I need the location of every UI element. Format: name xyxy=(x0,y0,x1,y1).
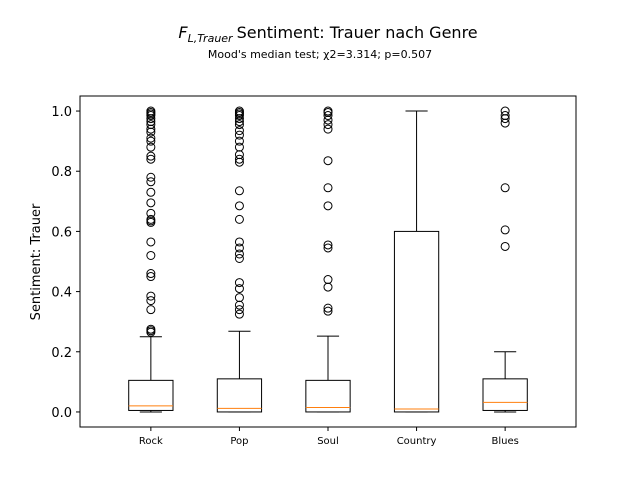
outlier-point xyxy=(234,214,244,224)
y-tick-label: 0.8 xyxy=(51,165,72,180)
outlier-point xyxy=(234,130,244,140)
title-subscript: L,Trauer xyxy=(188,32,234,45)
outlier-point xyxy=(323,156,333,166)
outlier-point xyxy=(323,106,333,116)
outlier-point xyxy=(234,150,244,160)
outlier-point xyxy=(146,136,156,146)
outlier-point xyxy=(146,272,156,282)
outlier-point xyxy=(323,282,333,292)
box xyxy=(482,378,528,411)
outlier-point xyxy=(234,154,244,164)
title-symbol: F xyxy=(178,23,188,42)
outlier-point xyxy=(323,120,333,130)
outlier-point xyxy=(234,136,244,146)
box xyxy=(305,379,351,413)
outlier-point xyxy=(234,309,244,319)
chart-title: FL,Trauer Sentiment: Trauer nach Genre xyxy=(178,23,477,45)
box xyxy=(393,230,440,413)
outlier-point xyxy=(146,151,156,161)
outlier-point xyxy=(234,284,244,294)
y-tick-label: 0.6 xyxy=(51,225,72,240)
outlier-point xyxy=(146,250,156,260)
outlier-point xyxy=(146,324,156,334)
title-text: Sentiment: Trauer nach Genre xyxy=(237,23,478,42)
outlier-point xyxy=(234,126,244,136)
outlier-point xyxy=(234,120,244,130)
y-axis-label: Sentiment: Trauer xyxy=(29,203,44,320)
x-tick-label: Soul xyxy=(317,436,339,447)
outlier-point xyxy=(146,142,156,152)
outlier-point xyxy=(234,106,244,116)
outlier-point xyxy=(146,133,156,143)
outlier-point xyxy=(146,120,156,130)
outlier-point xyxy=(323,183,333,193)
outlier-point xyxy=(323,124,333,134)
outlier-point xyxy=(323,111,333,121)
outlier-point xyxy=(323,201,333,211)
outlier-point xyxy=(146,305,156,315)
x-tick-label: Rock xyxy=(139,436,163,447)
outlier-point xyxy=(500,241,510,251)
outlier-point xyxy=(234,186,244,196)
outlier-point xyxy=(234,142,244,152)
outlier-point xyxy=(146,154,156,164)
outlier-point xyxy=(323,306,333,316)
outlier-point xyxy=(234,293,244,303)
outlier-point xyxy=(323,240,333,250)
x-tick-label: Pop xyxy=(230,436,248,447)
outlier-point xyxy=(146,208,156,218)
outlier-point xyxy=(500,111,510,121)
box xyxy=(128,379,174,411)
outlier-point xyxy=(146,291,156,301)
outlier-point xyxy=(146,198,156,208)
plot-area: 0.0 0.2 0.4 0.6 0.8 1.0 Rock Pop Soul Country Blue… xyxy=(51,105,528,447)
outlier-point xyxy=(234,237,244,247)
outlier-point xyxy=(146,237,156,247)
box xyxy=(216,378,263,413)
outlier-point xyxy=(234,253,244,263)
chart-subtitle: Mood's median test; χ2=3.314; p=0.507 xyxy=(208,48,432,61)
outlier-point xyxy=(146,296,156,306)
x-tick-label: Blues xyxy=(491,436,518,447)
outlier-point xyxy=(234,249,244,259)
outlier-point xyxy=(146,187,156,197)
outlier-point xyxy=(234,278,244,288)
y-tick-label: 0.0 xyxy=(51,406,72,421)
outlier-point xyxy=(234,201,244,211)
outlier-point xyxy=(234,305,244,315)
outlier-point xyxy=(146,106,156,116)
outlier-point xyxy=(323,115,333,125)
y-tick-label: 1.0 xyxy=(51,105,72,120)
y-tick-label: 0.4 xyxy=(51,286,72,301)
outlier-point xyxy=(146,214,156,224)
outlier-point xyxy=(234,300,244,310)
outlier-point xyxy=(323,303,333,313)
outlier-point xyxy=(323,243,333,253)
outlier-point xyxy=(146,172,156,182)
plot-frame xyxy=(79,95,577,428)
outlier-point xyxy=(323,275,333,285)
outlier-point xyxy=(500,106,510,116)
outlier-point xyxy=(146,269,156,279)
outlier-point xyxy=(500,225,510,235)
outlier-point xyxy=(500,118,510,128)
y-tick-label: 0.2 xyxy=(51,346,72,361)
outlier-point xyxy=(500,183,510,193)
outlier-point xyxy=(146,177,156,187)
x-tick-label: Country xyxy=(397,436,437,447)
outlier-point xyxy=(234,243,244,253)
